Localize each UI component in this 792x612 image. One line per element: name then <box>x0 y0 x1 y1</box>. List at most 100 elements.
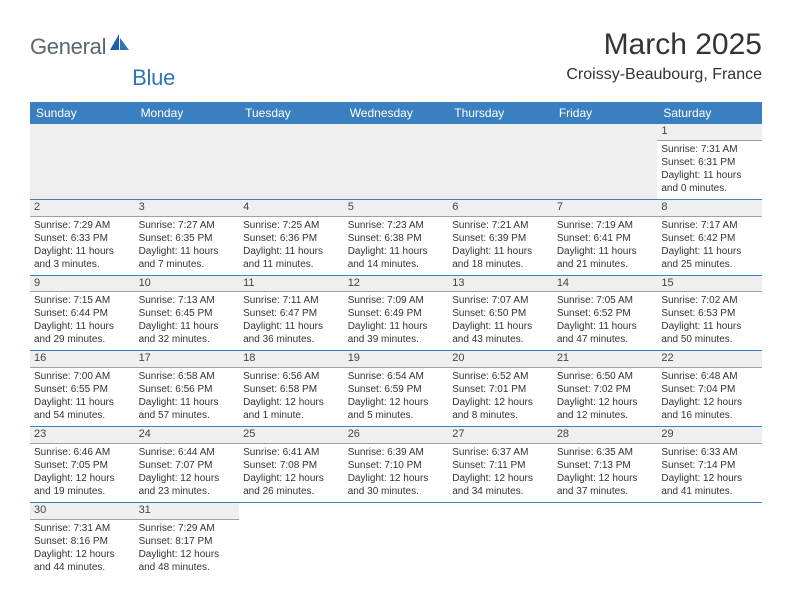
day-details: Sunrise: 7:27 AMSunset: 6:35 PMDaylight:… <box>139 219 236 271</box>
calendar-day-cell: 26 Sunrise: 6:39 AMSunset: 7:10 PMDayligh… <box>344 427 449 503</box>
calendar-day-cell: 28Sunrise: 6:35 AMSunset: 7:13 PMDayligh… <box>553 427 658 503</box>
day-details: Sunrise: 7:31 AMSunset: 6:31 PMDaylight:… <box>661 143 758 195</box>
day-number: 29 <box>657 427 762 444</box>
day-details: Sunrise: 6:48 AMSunset: 7:04 PMDaylight:… <box>661 370 758 422</box>
day-number: 19 <box>344 351 449 368</box>
calendar-day-cell: 12Sunrise: 7:09 AMSunset: 6:49 PMDayligh… <box>344 275 449 351</box>
calendar-day-cell: 17 Sunrise: 6:58 AMSunset: 6:56 PMDayligh… <box>135 351 240 427</box>
day-number: 15 <box>657 276 762 293</box>
calendar-week-row: 23Sunrise: 6:46 AMSunset: 7:05 PMDayligh… <box>30 427 762 503</box>
day-number: 7 <box>553 200 658 217</box>
calendar-day-cell <box>239 124 344 199</box>
day-details: Sunrise: 6:35 AMSunset: 7:13 PMDaylight:… <box>557 446 654 498</box>
day-details: Sunrise: 7:29 AMSunset: 6:33 PMDaylight:… <box>34 219 131 271</box>
day-details: Sunrise: 7:13 AMSunset: 6:45 PMDaylight:… <box>139 294 236 346</box>
calendar-day-cell: 18 Sunrise: 6:56 AMSunset: 6:58 PMDayligh… <box>239 351 344 427</box>
day-number: 9 <box>30 276 135 293</box>
calendar-week-row: 30 Sunrise: 7:31 AMSunset: 8:16 PMDayligh… <box>30 502 762 577</box>
day-number: 30 <box>30 503 135 520</box>
day-number: 3 <box>135 200 240 217</box>
logo-text-general: General <box>30 34 106 60</box>
logo-text-blue: Blue <box>132 65 175 91</box>
day-number: 18 <box>239 351 344 368</box>
calendar-day-cell: 13Sunrise: 7:07 AMSunset: 6:50 PMDayligh… <box>448 275 553 351</box>
day-details: Sunrise: 6:52 AMSunset: 7:01 PMDaylight:… <box>452 370 549 422</box>
day-number: 2 <box>30 200 135 217</box>
day-details: Sunrise: 6:50 AMSunset: 7:02 PMDaylight:… <box>557 370 654 422</box>
calendar-day-cell: 2 Sunrise: 7:29 AMSunset: 6:33 PMDaylight… <box>30 199 135 275</box>
calendar-day-cell <box>553 502 658 577</box>
day-number: 16 <box>30 351 135 368</box>
day-number: 26 <box>344 427 449 444</box>
day-number: 8 <box>657 200 762 217</box>
col-wednesday: Wednesday <box>344 102 449 124</box>
day-number: 12 <box>344 276 449 293</box>
calendar-day-cell: 8 Sunrise: 7:17 AMSunset: 6:42 PMDaylight… <box>657 199 762 275</box>
day-details: Sunrise: 7:25 AMSunset: 6:36 PMDaylight:… <box>243 219 340 271</box>
month-title: March 2025 <box>566 28 762 62</box>
calendar-day-cell: 31 Sunrise: 7:29 AMSunset: 8:17 PMDayligh… <box>135 502 240 577</box>
title-block: March 2025 Croissy-Beaubourg, France <box>566 28 762 84</box>
calendar-day-cell: 29 Sunrise: 6:33 AMSunset: 7:14 PMDayligh… <box>657 427 762 503</box>
col-thursday: Thursday <box>448 102 553 124</box>
calendar-day-cell: 4Sunrise: 7:25 AMSunset: 6:36 PMDaylight… <box>239 199 344 275</box>
calendar-day-cell: 20 Sunrise: 6:52 AMSunset: 7:01 PMDayligh… <box>448 351 553 427</box>
day-details: Sunrise: 7:09 AMSunset: 6:49 PMDaylight:… <box>348 294 445 346</box>
day-number: 1 <box>657 124 762 141</box>
calendar-day-cell <box>657 502 762 577</box>
day-details: Sunrise: 7:07 AMSunset: 6:50 PMDaylight:… <box>452 294 549 346</box>
day-details: Sunrise: 6:54 AMSunset: 6:59 PMDaylight:… <box>348 370 445 422</box>
calendar-day-cell: 1 Sunrise: 7:31 AMSunset: 6:31 PMDaylight… <box>657 124 762 199</box>
day-number: 17 <box>135 351 240 368</box>
day-details: Sunrise: 7:17 AMSunset: 6:42 PMDaylight:… <box>661 219 758 271</box>
day-number: 10 <box>135 276 240 293</box>
day-details: Sunrise: 6:58 AMSunset: 6:56 PMDaylight:… <box>139 370 236 422</box>
day-number: 5 <box>344 200 449 217</box>
day-details: Sunrise: 6:44 AMSunset: 7:07 PMDaylight:… <box>139 446 236 498</box>
day-details: Sunrise: 7:23 AMSunset: 6:38 PMDaylight:… <box>348 219 445 271</box>
calendar-day-cell: 16 Sunrise: 7:00 AMSunset: 6:55 PMDayligh… <box>30 351 135 427</box>
day-details: Sunrise: 6:33 AMSunset: 7:14 PMDaylight:… <box>661 446 758 498</box>
day-details: Sunrise: 7:29 AMSunset: 8:17 PMDaylight:… <box>139 522 236 574</box>
calendar-day-cell: 5 Sunrise: 7:23 AMSunset: 6:38 PMDaylight… <box>344 199 449 275</box>
day-details: Sunrise: 6:37 AMSunset: 7:11 PMDaylight:… <box>452 446 549 498</box>
day-details: Sunrise: 6:56 AMSunset: 6:58 PMDaylight:… <box>243 370 340 422</box>
location: Croissy-Beaubourg, France <box>566 66 762 84</box>
calendar-day-cell: 27 Sunrise: 6:37 AMSunset: 7:11 PMDayligh… <box>448 427 553 503</box>
calendar-day-cell: 21 Sunrise: 6:50 AMSunset: 7:02 PMDayligh… <box>553 351 658 427</box>
day-number: 22 <box>657 351 762 368</box>
calendar-day-cell: 15Sunrise: 7:02 AMSunset: 6:53 PMDayligh… <box>657 275 762 351</box>
col-tuesday: Tuesday <box>239 102 344 124</box>
calendar-day-cell <box>344 124 449 199</box>
calendar-day-cell <box>239 502 344 577</box>
calendar-day-cell: 14Sunrise: 7:05 AMSunset: 6:52 PMDayligh… <box>553 275 658 351</box>
day-header-row: Sunday Monday Tuesday Wednesday Thursday… <box>30 102 762 124</box>
day-number: 31 <box>135 503 240 520</box>
day-details: Sunrise: 7:00 AMSunset: 6:55 PMDaylight:… <box>34 370 131 422</box>
day-number: 14 <box>553 276 658 293</box>
day-details: Sunrise: 6:39 AMSunset: 7:10 PMDaylight:… <box>348 446 445 498</box>
logo-sail-icon <box>109 32 131 57</box>
calendar-day-cell <box>135 124 240 199</box>
calendar-day-cell: 24 Sunrise: 6:44 AMSunset: 7:07 PMDayligh… <box>135 427 240 503</box>
col-sunday: Sunday <box>30 102 135 124</box>
calendar-day-cell <box>448 502 553 577</box>
day-number: 6 <box>448 200 553 217</box>
day-number: 27 <box>448 427 553 444</box>
col-friday: Friday <box>553 102 658 124</box>
calendar-day-cell <box>30 124 135 199</box>
day-details: Sunrise: 7:05 AMSunset: 6:52 PMDaylight:… <box>557 294 654 346</box>
col-saturday: Saturday <box>657 102 762 124</box>
day-number: 23 <box>30 427 135 444</box>
day-details: Sunrise: 7:31 AMSunset: 8:16 PMDaylight:… <box>34 522 131 574</box>
day-details: Sunrise: 7:02 AMSunset: 6:53 PMDaylight:… <box>661 294 758 346</box>
calendar-day-cell: 10Sunrise: 7:13 AMSunset: 6:45 PMDayligh… <box>135 275 240 351</box>
calendar-day-cell: 19 Sunrise: 6:54 AMSunset: 6:59 PMDayligh… <box>344 351 449 427</box>
day-number: 24 <box>135 427 240 444</box>
day-number: 20 <box>448 351 553 368</box>
calendar-week-row: 16 Sunrise: 7:00 AMSunset: 6:55 PMDayligh… <box>30 351 762 427</box>
day-number: 21 <box>553 351 658 368</box>
calendar-day-cell: 25Sunrise: 6:41 AMSunset: 7:08 PMDayligh… <box>239 427 344 503</box>
logo: General <box>30 28 133 60</box>
day-details: Sunrise: 7:15 AMSunset: 6:44 PMDaylight:… <box>34 294 131 346</box>
